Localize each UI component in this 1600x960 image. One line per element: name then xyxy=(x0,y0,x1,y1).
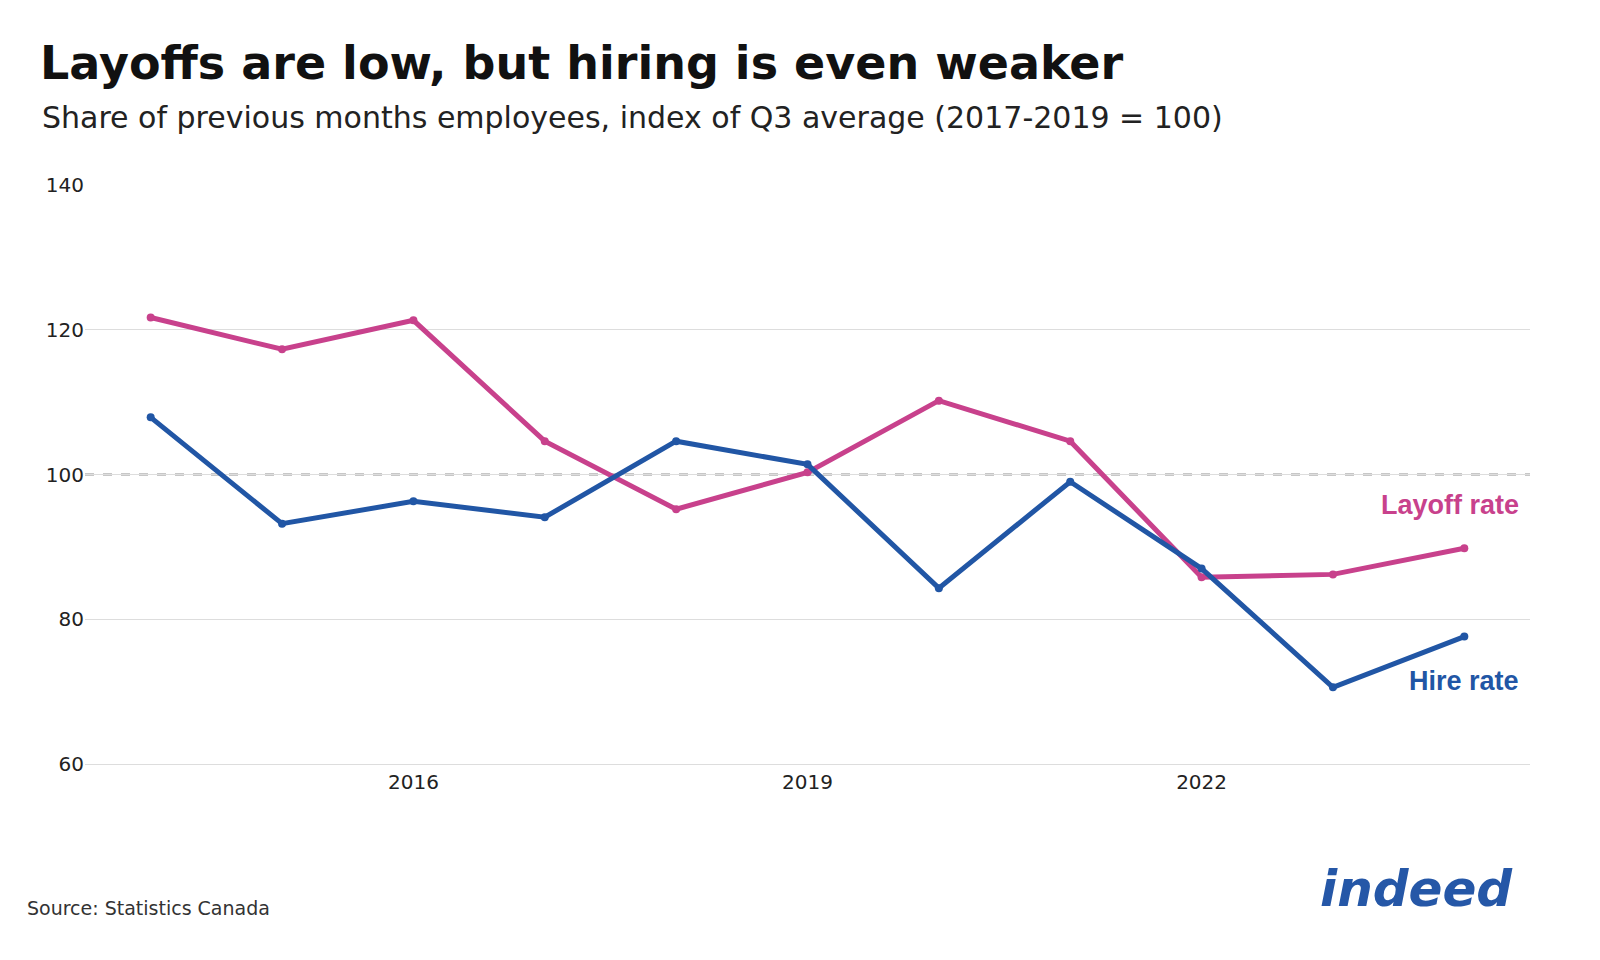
svg-text:Layoffs are low, but hiring is: Layoffs are low, but hiring is even weak… xyxy=(40,36,1123,90)
svg-text:2022: 2022 xyxy=(1176,770,1227,794)
svg-text:Layoff rate: Layoff rate xyxy=(1381,490,1519,520)
svg-text:120: 120 xyxy=(46,318,84,342)
svg-text:Source: Statistics Canada: Source: Statistics Canada xyxy=(27,897,270,919)
svg-text:80: 80 xyxy=(59,607,84,631)
svg-text:140: 140 xyxy=(46,173,84,197)
svg-text:indeed: indeed xyxy=(1320,860,1513,918)
svg-text:2016: 2016 xyxy=(388,770,439,794)
svg-text:2019: 2019 xyxy=(782,770,833,794)
svg-text:60: 60 xyxy=(59,752,84,776)
svg-text:Hire rate: Hire rate xyxy=(1409,666,1519,696)
svg-text:Share of previous months emplo: Share of previous months employees, inde… xyxy=(42,100,1223,135)
svg-text:100: 100 xyxy=(46,463,84,487)
